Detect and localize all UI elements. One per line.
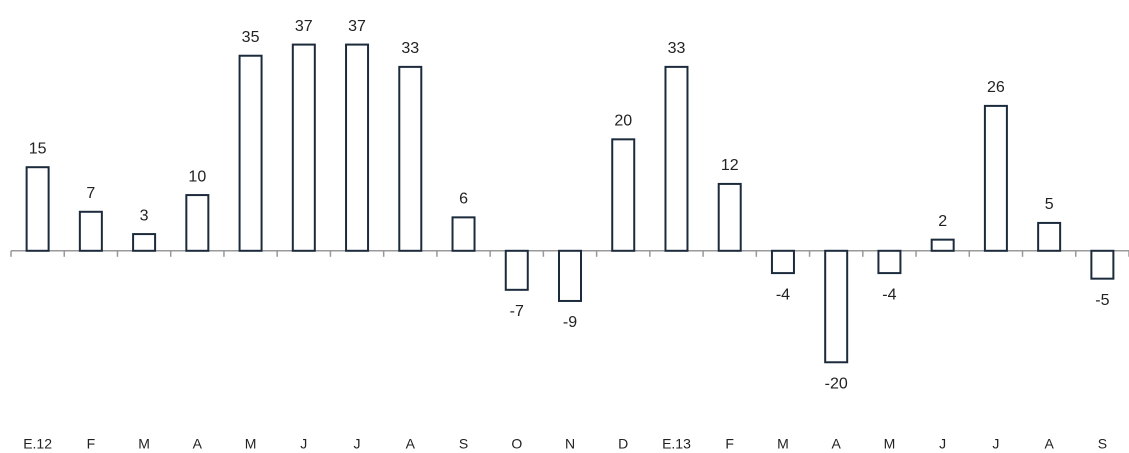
value-label: -4 (776, 286, 790, 303)
bar (78, 210, 103, 252)
x-tick-label: A (1044, 436, 1054, 452)
x-tick-label: J (354, 436, 361, 452)
value-label: -7 (510, 303, 524, 320)
value-label: -4 (882, 286, 896, 303)
value-label: 10 (188, 168, 206, 185)
x-tick-label: J (300, 436, 307, 452)
value-label: 3 (140, 207, 149, 224)
bar (664, 65, 689, 252)
x-tick-label: J (992, 436, 999, 452)
bar (611, 138, 636, 252)
value-label: 26 (987, 79, 1005, 96)
value-label: 33 (668, 40, 686, 57)
value-label: 7 (86, 185, 95, 202)
bar (25, 166, 50, 252)
bar (717, 182, 742, 252)
x-tick-label: F (725, 436, 734, 452)
bar (132, 233, 157, 252)
x-tick-label: M (138, 436, 150, 452)
bar (1090, 249, 1115, 280)
bar (824, 249, 849, 364)
x-tick-label: N (565, 436, 575, 452)
bar (877, 249, 902, 275)
bar (930, 238, 955, 252)
x-tick-label: O (511, 436, 522, 452)
x-tick-label: S (1098, 436, 1107, 452)
value-label: -5 (1095, 292, 1109, 309)
x-tick-label: M (245, 436, 257, 452)
bar (238, 54, 263, 252)
bar (983, 104, 1008, 252)
x-tick-label: J (939, 436, 946, 452)
value-label: 5 (1045, 196, 1054, 213)
value-label: -9 (563, 314, 577, 331)
x-tick-label: A (406, 436, 416, 452)
bar (398, 65, 423, 252)
bar (558, 249, 582, 302)
bar (504, 249, 529, 291)
x-tick-label: A (832, 436, 842, 452)
value-label: 15 (29, 140, 47, 157)
bar (291, 43, 316, 252)
value-label: 37 (348, 18, 366, 35)
x-tick-label: F (87, 436, 96, 452)
bar (451, 216, 476, 252)
x-tick-label: M (884, 436, 896, 452)
value-label: 12 (721, 157, 739, 174)
value-label: 33 (401, 40, 419, 57)
x-tick-label: M (777, 436, 789, 452)
value-label: 35 (242, 29, 260, 46)
value-label: 37 (295, 18, 313, 35)
x-tick-label: D (618, 436, 628, 452)
value-label: 2 (938, 213, 947, 230)
bar (345, 43, 370, 252)
bar (185, 194, 210, 252)
bar (1037, 221, 1062, 252)
x-tick-label: S (459, 436, 468, 452)
x-tick-label: A (193, 436, 203, 452)
value-label: -20 (825, 375, 848, 392)
value-label: 6 (459, 191, 468, 208)
value-label: 20 (614, 113, 632, 130)
bar (770, 249, 795, 275)
x-tick-label: E.12 (23, 436, 52, 452)
x-tick-label: E.13 (662, 436, 691, 452)
